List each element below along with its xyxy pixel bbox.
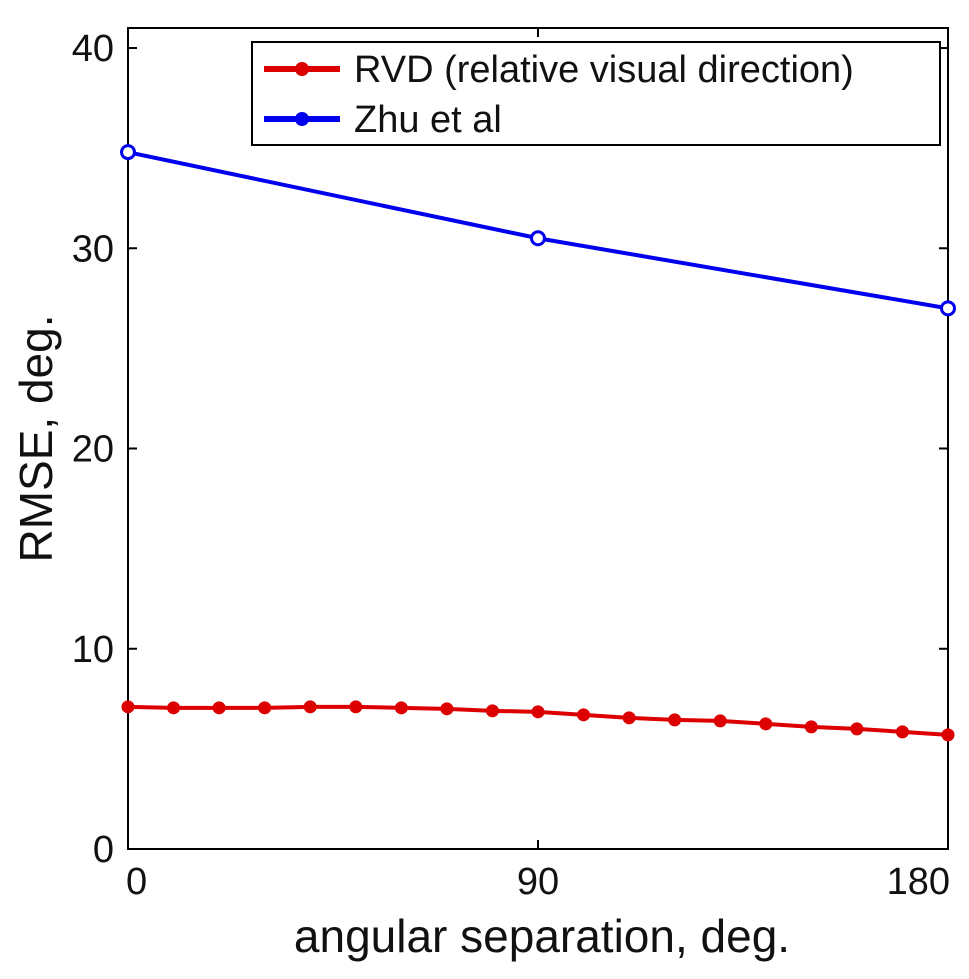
- data-point: [895, 725, 909, 739]
- data-point: [622, 711, 636, 725]
- legend-swatch-marker: [295, 112, 309, 126]
- y-tick-label: 0: [93, 829, 114, 871]
- data-point: [212, 701, 226, 715]
- data-point: [668, 713, 682, 727]
- y-tick-label: 40: [72, 28, 114, 70]
- data-point: [713, 714, 727, 728]
- series-1: [121, 700, 955, 742]
- y-tick-label: 10: [72, 629, 114, 671]
- data-point: [850, 722, 864, 736]
- x-tick-label: 0: [126, 861, 147, 903]
- data-point: [121, 700, 135, 714]
- y-tick-label: 30: [72, 228, 114, 270]
- legend-label: Zhu et al: [354, 99, 502, 141]
- data-point: [167, 701, 181, 715]
- data-point: [440, 702, 454, 716]
- data-point: [940, 300, 956, 317]
- legend-label: RVD (relative visual direction): [354, 49, 854, 91]
- data-point: [349, 700, 363, 714]
- data-point: [394, 701, 408, 715]
- legend: RVD (relative visual direction) Zhu et al: [251, 41, 941, 146]
- series-layer: [120, 144, 956, 742]
- x-tick-label: 90: [517, 861, 559, 903]
- series-line: [127, 150, 949, 311]
- data-point: [120, 144, 136, 161]
- data-point: [530, 230, 546, 247]
- data-point: [258, 701, 272, 715]
- legend-swatch-marker: [295, 62, 309, 76]
- y-tick-label: 20: [72, 429, 114, 471]
- data-point: [303, 700, 317, 714]
- x-tick-label: 180: [887, 861, 950, 903]
- series-2: [120, 144, 956, 317]
- axis-layer: 0 10 20 30 40 0 90 180: [72, 28, 950, 903]
- data-point: [577, 708, 591, 722]
- data-point: [804, 720, 818, 734]
- legend-box: [251, 41, 941, 146]
- y-axis-title: RMSE, deg.: [10, 315, 62, 563]
- x-axis-title: angular separation, deg.: [294, 910, 790, 962]
- data-point: [759, 717, 773, 731]
- data-point: [941, 728, 955, 742]
- data-point: [485, 704, 499, 718]
- data-point: [531, 705, 545, 719]
